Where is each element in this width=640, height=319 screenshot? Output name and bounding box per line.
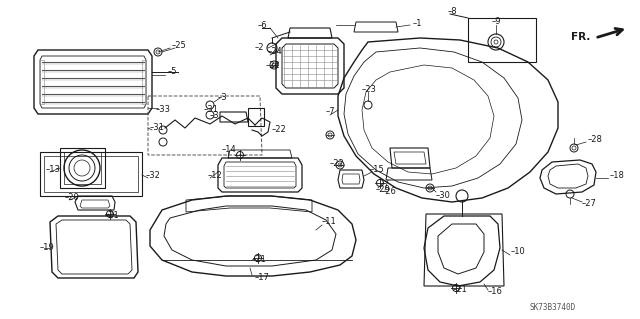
Text: –31: –31 [150,122,165,131]
Text: –22: –22 [330,159,345,167]
Text: –30: –30 [436,190,451,199]
Text: –11: –11 [322,218,337,226]
Text: –7: –7 [326,108,335,116]
Text: –28: –28 [588,136,603,145]
Text: –5: –5 [168,68,177,77]
Text: –33: –33 [156,106,171,115]
Text: –10: –10 [511,248,525,256]
Text: –23: –23 [362,85,377,94]
Text: –29: –29 [376,186,391,195]
Text: –31: –31 [204,106,219,115]
Text: –22: –22 [272,125,287,135]
Text: –1: –1 [413,19,422,28]
Text: –17: –17 [255,273,270,283]
Text: –25: –25 [172,41,187,49]
Text: –27: –27 [582,199,597,209]
Text: –19: –19 [40,243,55,253]
Text: –12: –12 [208,170,223,180]
Text: –21: –21 [105,211,120,220]
Text: –22: –22 [266,62,281,70]
Text: –14: –14 [222,145,237,154]
Text: –9: –9 [492,18,502,26]
Text: –3: –3 [218,93,228,102]
Text: –15: –15 [370,166,385,174]
Text: FR.: FR. [571,32,590,42]
Text: –32: –32 [146,172,161,181]
Text: –2: –2 [255,43,264,53]
Text: –21: –21 [252,256,267,264]
Text: –21: –21 [453,286,468,294]
Text: –18: –18 [610,172,625,181]
Text: –26: –26 [382,188,397,197]
Text: –24: –24 [268,48,283,56]
Text: SK73B3740D: SK73B3740D [530,303,576,313]
Text: –6: –6 [258,21,268,31]
Text: –16: –16 [488,287,503,296]
Text: –20: –20 [65,194,80,203]
Text: –8: –8 [448,8,458,17]
Text: –13: –13 [46,166,61,174]
Text: –3: –3 [210,110,220,120]
